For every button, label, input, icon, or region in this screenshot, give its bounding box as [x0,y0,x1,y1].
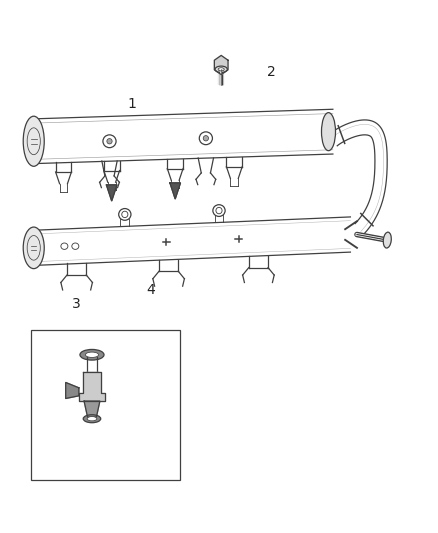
Polygon shape [330,120,387,235]
Ellipse shape [23,116,44,166]
Ellipse shape [103,135,116,148]
Ellipse shape [203,135,208,141]
Ellipse shape [87,417,97,421]
Ellipse shape [199,132,212,144]
Text: 4: 4 [147,284,155,297]
Polygon shape [106,185,117,201]
Bar [31,330,180,480]
Ellipse shape [383,232,391,248]
Ellipse shape [23,227,44,269]
Text: 3: 3 [72,297,81,311]
Ellipse shape [119,208,131,220]
Polygon shape [34,109,333,164]
Polygon shape [79,372,105,401]
Ellipse shape [107,139,112,144]
Text: 1: 1 [127,97,136,111]
Text: 2: 2 [267,65,276,79]
Ellipse shape [83,415,101,423]
Ellipse shape [80,350,104,360]
Polygon shape [34,217,350,265]
Ellipse shape [321,112,336,151]
Ellipse shape [215,66,227,72]
Ellipse shape [213,205,225,216]
Polygon shape [214,55,228,75]
Polygon shape [170,183,180,199]
Ellipse shape [85,352,99,358]
Polygon shape [84,401,100,417]
Polygon shape [66,383,79,399]
